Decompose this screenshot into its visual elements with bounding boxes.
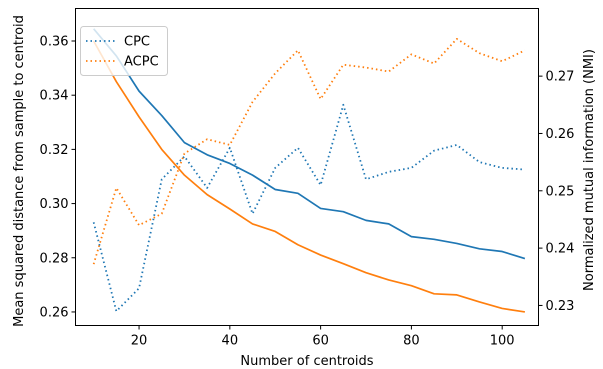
right-y-tick-label: 0.23 (546, 299, 575, 314)
right-y-tick-label: 0.26 (546, 127, 575, 142)
left-y-tick-label: 0.26 (40, 305, 69, 320)
legend-label-cpc: CPC (124, 35, 150, 50)
left-y-tick-label: 0.30 (40, 197, 69, 212)
left-y-axis-ticks: 0.26 0.28 0.30 0.32 0.34 0.36 (40, 35, 76, 320)
x-axis-title: Number of centroids (240, 354, 373, 369)
right-y-tick-label: 0.27 (546, 70, 575, 85)
x-tick-label: 40 (222, 334, 239, 349)
series-line-acpc-solid (92, 40, 526, 313)
left-y-tick-label: 0.32 (40, 143, 69, 158)
x-tick-label: 100 (490, 334, 515, 349)
legend-label-acpc: ACPC (124, 55, 159, 70)
x-tick-label: 80 (403, 334, 420, 349)
left-y-tick-label: 0.28 (40, 251, 69, 266)
series-line-cpc-solid (93, 28, 526, 260)
right-y-tick-label: 0.24 (546, 242, 575, 257)
legend: CPC ACPC (80, 26, 168, 76)
left-y-axis-title: Mean squared distance from sample to cen… (12, 15, 27, 327)
series-layer (92, 28, 526, 313)
series-line-cpc-dotted (92, 103, 525, 313)
x-tick-label: 20 (131, 334, 148, 349)
right-y-axis-title: Normalized mutual information (NMI) (582, 49, 597, 291)
right-y-axis-ticks: 0.23 0.24 0.25 0.26 0.27 (538, 70, 575, 314)
left-y-tick-label: 0.34 (40, 89, 69, 104)
legend-box (80, 26, 168, 76)
plot-area-border (75, 8, 539, 326)
left-y-tick-label: 0.36 (40, 35, 69, 50)
plot-area-frame (75, 8, 539, 326)
right-y-tick-label: 0.25 (546, 184, 575, 199)
x-tick-label: 60 (312, 334, 329, 349)
x-axis-ticks: 20 40 60 80 100 (131, 325, 515, 349)
